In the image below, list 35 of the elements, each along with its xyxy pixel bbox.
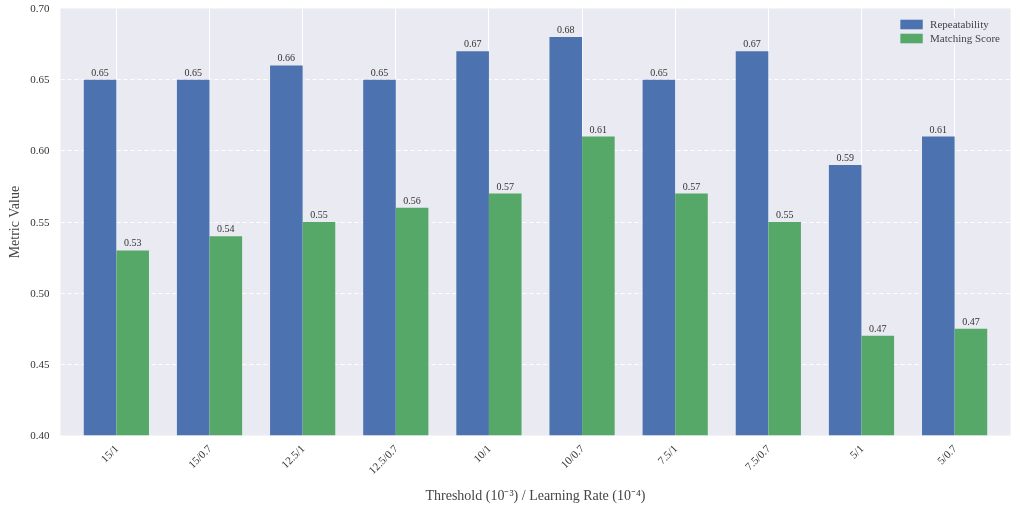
y-tick-label: 0.55 xyxy=(30,215,50,228)
legend-label: Matching Score xyxy=(930,32,1000,44)
data-label: 0.53 xyxy=(123,237,142,249)
x-tick-label: 10/1 xyxy=(470,442,494,465)
data-label: 0.57 xyxy=(682,180,701,192)
data-label: 0.47 xyxy=(869,322,887,334)
data-label: 0.59 xyxy=(836,152,854,164)
y-tick-label: 0.45 xyxy=(30,357,50,370)
data-label: 0.61 xyxy=(929,123,948,135)
y-tick-label: 0.40 xyxy=(30,429,50,441)
x-axis-title: Threshold (10⁻³) / Learning Rate (10⁻⁴) xyxy=(425,488,646,505)
data-label: 0.65 xyxy=(370,66,389,78)
x-tick-label: 7.5/1 xyxy=(655,442,680,467)
y-tick-label: 0.50 xyxy=(30,286,50,299)
data-label: 0.54 xyxy=(217,223,235,235)
y-tick-label: 0.70 xyxy=(30,2,50,14)
data-label: 0.56 xyxy=(403,194,421,206)
y-tick-label: 0.60 xyxy=(30,144,50,157)
data-label: 0.68 xyxy=(557,23,575,35)
data-label: 0.66 xyxy=(277,52,296,64)
data-label: 0.47 xyxy=(962,315,980,327)
data-label: 0.61 xyxy=(589,123,608,135)
data-label: 0.65 xyxy=(91,66,109,78)
data-label: 0.55 xyxy=(310,209,328,220)
data-label: 0.65 xyxy=(650,66,668,78)
data-label: 0.65 xyxy=(184,66,202,78)
y-axis-title: Metric Value xyxy=(7,185,23,259)
data-label: 0.67 xyxy=(743,38,761,50)
data-label: 0.57 xyxy=(496,180,514,192)
y-tick-label: 0.65 xyxy=(30,73,50,86)
data-label: 0.55 xyxy=(775,209,794,220)
data-label: 0.67 xyxy=(463,38,482,50)
x-tick-label: 5/1 xyxy=(847,442,866,461)
x-tick-label: 15/1 xyxy=(98,442,121,465)
legend-label: Repeatability xyxy=(930,18,989,30)
